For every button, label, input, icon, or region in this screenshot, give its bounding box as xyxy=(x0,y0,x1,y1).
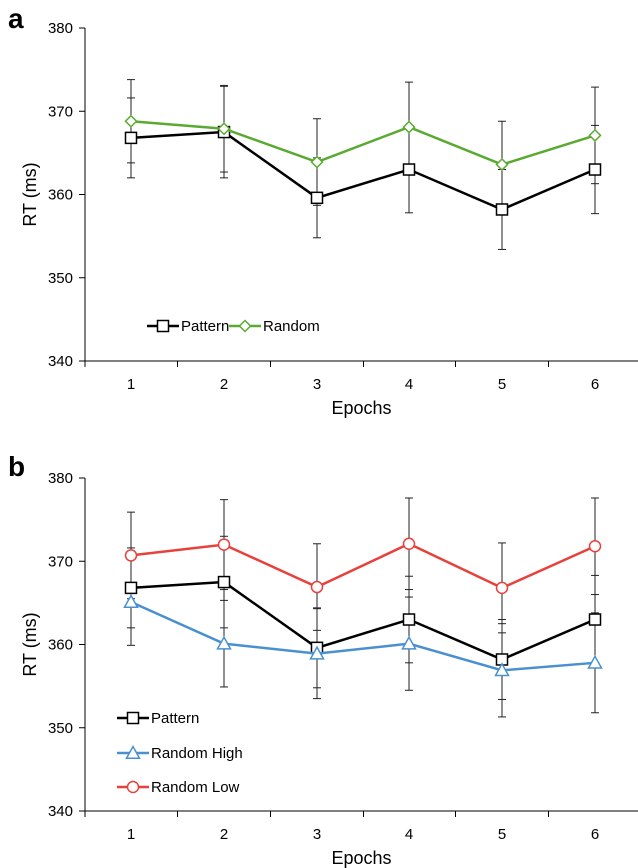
data-point xyxy=(216,635,232,650)
x-tick-label: 3 xyxy=(313,826,321,843)
legend-swatch-marker xyxy=(125,744,141,759)
series-line-pattern xyxy=(124,575,602,666)
series-line xyxy=(130,600,596,672)
data-point xyxy=(495,581,509,595)
y-axis-title: RT (ms) xyxy=(20,162,40,226)
data-point xyxy=(124,549,138,562)
x-tick-label: 6 xyxy=(591,826,599,843)
series-line-random-high xyxy=(123,593,603,677)
x-tick-label: 3 xyxy=(313,376,321,393)
legend-swatch-marker xyxy=(156,319,170,333)
y-tick-label: 360 xyxy=(48,637,73,654)
x-axis-title: Epochs xyxy=(331,848,391,868)
legend-swatch-marker xyxy=(238,319,252,333)
data-point xyxy=(123,593,139,608)
legend-label: Pattern xyxy=(151,710,199,727)
x-tick-label: 6 xyxy=(591,376,599,393)
legend-label: Pattern xyxy=(181,318,229,335)
y-tick-label: 350 xyxy=(48,270,73,287)
x-tick-label: 5 xyxy=(498,376,506,393)
legend: Pattern Random High Random Low xyxy=(117,710,243,796)
chart-panel-b: b 340 350 360 370 380 1 2 3 4 5 6 RT (ms) Epochs Patte… xyxy=(8,451,638,868)
legend: Pattern Random xyxy=(147,318,320,335)
x-tick-label: 2 xyxy=(220,376,228,393)
chart-panel-a: a 340 350 360 370 380 1 2 3 4 5 6 RT (ms) Epochs Patte… xyxy=(8,3,638,418)
data-point xyxy=(217,575,231,589)
data-point xyxy=(402,613,416,626)
data-point xyxy=(217,538,231,551)
legend-swatch-marker xyxy=(126,780,140,794)
series-line-random xyxy=(124,114,602,172)
data-point xyxy=(588,128,602,142)
y-tick-label: 350 xyxy=(48,720,73,737)
x-tick-label: 5 xyxy=(498,826,506,843)
x-axis-title: Epochs xyxy=(331,398,391,418)
data-point xyxy=(588,613,602,626)
legend-item: Pattern xyxy=(147,318,229,335)
series-line-random-low xyxy=(124,537,602,595)
data-point xyxy=(402,163,416,176)
y-tick-label: 370 xyxy=(48,553,73,570)
y-axis-title: RT (ms) xyxy=(20,612,40,676)
legend-label: Random xyxy=(263,318,320,335)
x-tick-label: 1 xyxy=(127,826,135,843)
data-point xyxy=(309,645,325,660)
y-tick-label: 370 xyxy=(48,103,73,120)
data-point xyxy=(494,662,510,677)
panel-label: a xyxy=(8,3,24,34)
x-tick-label: 4 xyxy=(405,826,413,843)
data-point xyxy=(401,635,417,650)
y-tick-label: 380 xyxy=(48,470,73,487)
series-pattern xyxy=(127,85,599,250)
legend-item: Random xyxy=(229,318,320,335)
y-tick-label: 340 xyxy=(48,803,73,820)
data-point xyxy=(217,122,231,136)
series-pattern xyxy=(127,535,599,700)
legend-label: Random High xyxy=(151,745,243,762)
y-tick-label: 340 xyxy=(48,353,73,370)
legend-item: Pattern xyxy=(117,710,199,727)
x-tick-label: 1 xyxy=(127,376,135,393)
x-tick-label: 4 xyxy=(405,376,413,393)
legend-item: Random Low xyxy=(117,779,240,796)
series-line xyxy=(130,580,596,661)
data-point xyxy=(588,163,602,176)
data-point xyxy=(310,580,324,594)
data-point xyxy=(588,540,602,553)
series-line-pattern xyxy=(124,125,602,216)
y-tick-label: 360 xyxy=(48,187,73,204)
data-point xyxy=(587,654,603,669)
data-point xyxy=(495,203,509,216)
legend-swatch-marker xyxy=(126,711,140,725)
panel-label: b xyxy=(8,451,25,482)
legend-item: Random High xyxy=(117,744,243,762)
series-line xyxy=(130,130,596,211)
data-point xyxy=(402,537,416,551)
data-point xyxy=(402,120,416,134)
series-line xyxy=(130,542,596,590)
data-point xyxy=(495,157,509,172)
data-point xyxy=(310,191,324,205)
data-point xyxy=(124,114,138,128)
y-tick-label: 380 xyxy=(48,20,73,37)
data-point xyxy=(124,581,138,595)
data-point xyxy=(124,131,138,145)
legend-label: Random Low xyxy=(151,779,240,796)
x-tick-label: 2 xyxy=(220,826,228,843)
series-line xyxy=(130,119,596,166)
data-point xyxy=(310,155,324,169)
